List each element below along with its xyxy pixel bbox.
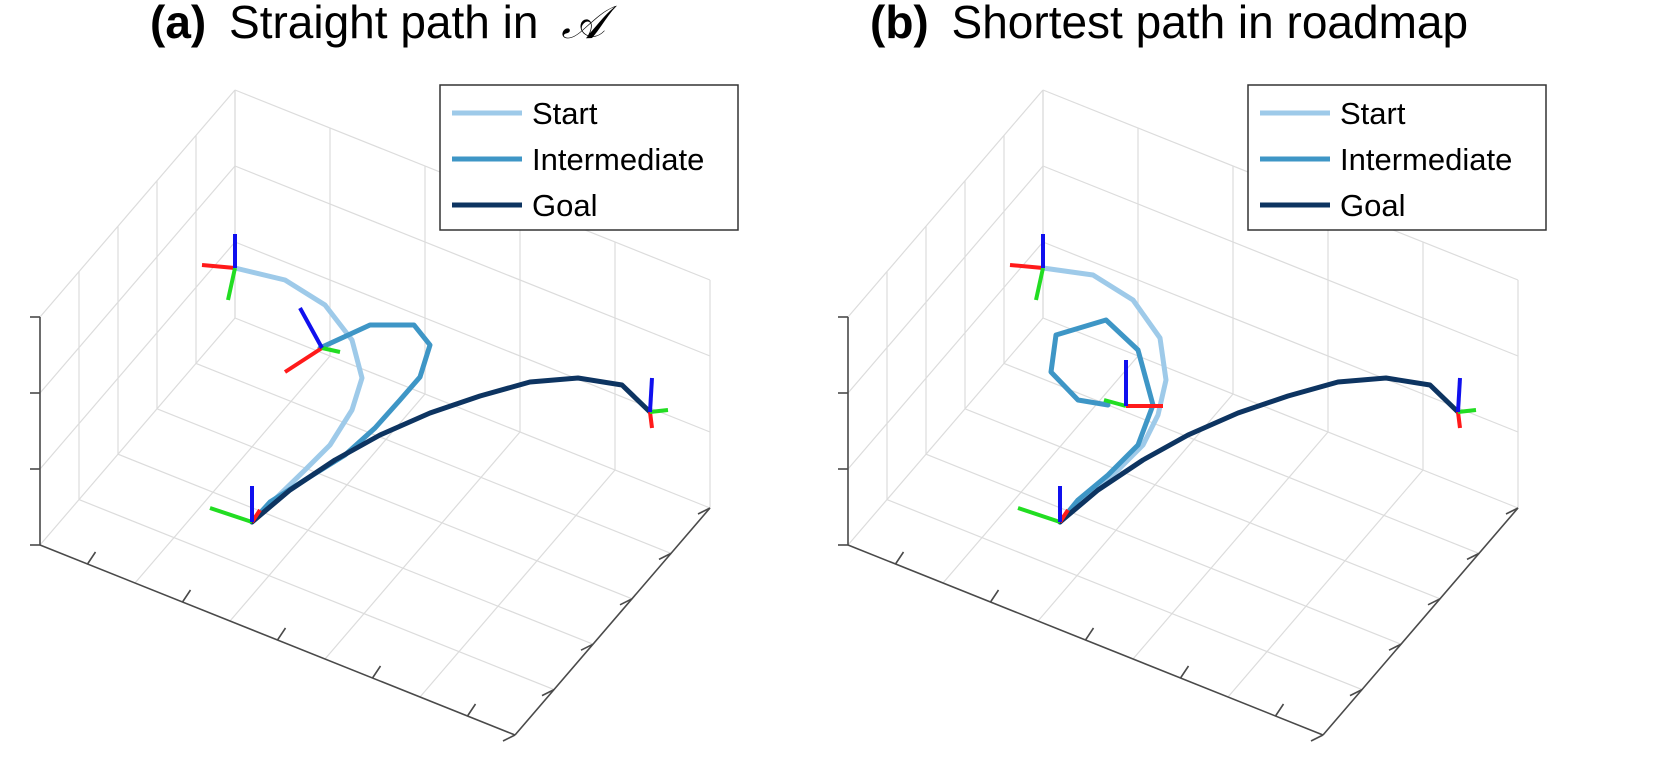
y-tick — [1349, 688, 1363, 697]
side-grid-line — [39, 89, 236, 318]
y-axis-line — [514, 507, 711, 736]
legend-label-intermediate: Intermediate — [1340, 142, 1512, 177]
back-grid-line — [234, 241, 711, 433]
floor-grid-line — [847, 317, 1044, 546]
floor-grid-line — [134, 355, 331, 584]
series-line-goal — [249, 375, 653, 525]
side-grid-line — [847, 165, 1044, 394]
floor-grid-line — [925, 453, 1402, 645]
series-line-goal — [1057, 375, 1461, 525]
series-line-start — [1040, 265, 1169, 525]
frame-y-axis — [1034, 267, 1045, 301]
floor-grid-line — [1132, 431, 1329, 660]
panel-a-title: (a) Straight path in 𝒜 — [150, 0, 617, 49]
frame-x-axis — [1456, 411, 1462, 429]
legend-label-start: Start — [532, 96, 598, 131]
x-tick — [894, 551, 905, 565]
y-tick — [697, 507, 711, 515]
floor-grid-line — [78, 499, 555, 691]
panel-a-title-text: Straight path in — [229, 0, 538, 48]
floor-grid-line — [886, 499, 1363, 691]
y-tick — [541, 688, 555, 697]
panel-a-legend: Start Intermediate Goal — [439, 84, 739, 231]
x-tick — [466, 703, 477, 717]
panel-b-series-layer — [1040, 265, 1461, 525]
x-tick — [989, 589, 1000, 603]
legend-label-goal: Goal — [532, 188, 597, 223]
back-grid-line — [1042, 241, 1519, 433]
frame-z-axis — [1456, 377, 1462, 413]
y-tick — [1388, 643, 1402, 651]
floor-grid-line — [964, 408, 1441, 600]
x-tick — [181, 589, 192, 603]
x-tick — [1179, 665, 1190, 679]
series-line-start — [232, 265, 365, 525]
side-grid-line — [847, 241, 1044, 470]
frame-y-axis — [209, 506, 253, 524]
frame-z-axis — [648, 377, 654, 413]
y-tick — [502, 734, 516, 742]
floor-grid-line — [1042, 317, 1519, 509]
floor-grid-line — [234, 317, 711, 509]
panel-b-legend: Start Intermediate Goal — [1247, 84, 1547, 231]
y-tick — [580, 643, 594, 651]
panel-b-title-text: Shortest path in roadmap — [952, 0, 1469, 48]
floor-grid-line — [39, 317, 236, 546]
side-grid-line — [39, 165, 236, 394]
floor-grid-line — [1227, 469, 1424, 698]
panel-a-series-layer — [232, 265, 653, 525]
floor-grid-line — [942, 355, 1139, 584]
y-tick — [658, 552, 672, 561]
y-tick — [619, 598, 633, 606]
x-tick — [1084, 627, 1095, 641]
panel-b: (b) Shortest path in roadmap Start Inter… — [838, 0, 1547, 742]
y-tick — [1310, 734, 1324, 742]
y-tick — [1466, 552, 1480, 561]
y-tick — [1505, 507, 1519, 515]
floor-grid-line — [117, 453, 594, 645]
frame-y-axis — [321, 346, 341, 354]
floor-grid-line — [156, 408, 633, 600]
frame-x-axis — [648, 411, 654, 429]
legend-label-goal: Goal — [1340, 188, 1405, 223]
frame-z-axis — [298, 307, 324, 349]
frame-x-axis — [283, 346, 324, 374]
y-tick — [1427, 598, 1441, 606]
side-grid-line — [847, 89, 1044, 318]
series-line-intermediate — [1048, 317, 1156, 525]
frame-y-axis — [1457, 408, 1477, 414]
floor-grid-line — [324, 431, 521, 660]
floor-grid-line — [419, 469, 616, 698]
back-grid-line — [1042, 165, 1519, 357]
x-tick — [276, 627, 287, 641]
legend-label-start: Start — [1340, 96, 1406, 131]
panel-b-frames-layer — [1009, 234, 1477, 524]
panel-b-label: (b) — [870, 0, 929, 48]
x-tick — [86, 551, 97, 565]
y-axis-line — [1322, 507, 1519, 736]
frame-x-axis — [201, 263, 236, 270]
panel-b-title: (b) Shortest path in roadmap — [870, 0, 1468, 48]
frame-x-axis — [1009, 263, 1044, 270]
panel-a-label: (a) — [150, 0, 206, 48]
legend-label-intermediate: Intermediate — [532, 142, 704, 177]
panel-b-axes-box — [838, 89, 1519, 742]
back-grid-line — [234, 165, 711, 357]
floor-grid-line — [195, 362, 672, 554]
side-grid-line — [39, 241, 236, 470]
x-tick — [371, 665, 382, 679]
frame-y-axis — [226, 267, 237, 301]
panel-a-title-symbol: 𝒜 — [561, 0, 617, 49]
panel-a-frames-layer — [201, 234, 669, 524]
panel-a: (a) Straight path in 𝒜 Start Intermediat… — [30, 0, 739, 742]
frame-y-axis — [649, 408, 669, 414]
floor-grid-line — [1003, 362, 1480, 554]
frame-y-axis — [1103, 398, 1127, 408]
frame-y-axis — [1017, 506, 1061, 524]
x-tick — [1274, 703, 1285, 717]
